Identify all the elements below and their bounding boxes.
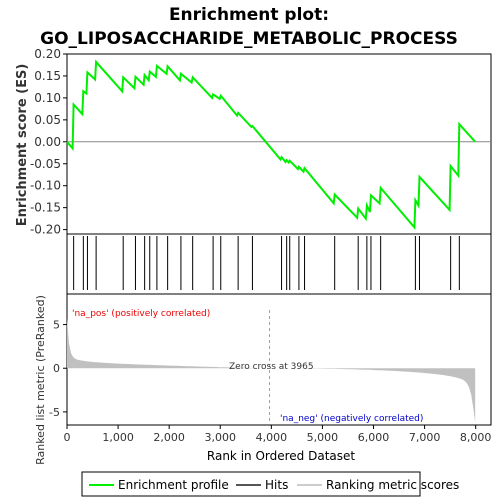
es-ytick-label: -0.15 — [30, 201, 61, 215]
metric-ytick-label: 5 — [53, 319, 60, 332]
metric-ytick-label: 0 — [53, 362, 60, 375]
title-line1: Enrichment plot: — [169, 5, 329, 25]
zero-cross-label: Zero cross at 3965 — [229, 362, 314, 372]
legend-profile: Enrichment profile — [118, 478, 229, 492]
enrichment-profile-line — [66, 59, 476, 231]
xtick-label: 4,000 — [256, 431, 288, 444]
es-ytick-label: 0.05 — [34, 113, 61, 127]
xtick-label: 1,000 — [102, 431, 134, 444]
xtick-label: 5,000 — [307, 431, 339, 444]
xtick-label: 2,000 — [153, 431, 185, 444]
legend-hits: Hits — [265, 478, 288, 492]
ranking-metric-area — [67, 318, 476, 423]
es-ytick-label: -0.20 — [30, 223, 61, 237]
pos-label: 'na_pos' (positively correlated) — [72, 309, 210, 319]
metric-panel-frame — [66, 293, 492, 426]
neg-label: 'na_neg' (negatively correlated) — [280, 414, 423, 424]
es-ytick-label: 0.15 — [34, 69, 61, 83]
es-ytick-label: -0.05 — [30, 157, 61, 171]
title-line2: GO_LIPOSACCHARIDE_METABOLIC_PROCESS — [40, 29, 458, 49]
hits-marks — [73, 236, 460, 290]
xtick-label: 0 — [64, 431, 71, 444]
hits-panel-frame — [66, 233, 492, 295]
es-y-axis-label: Enrichment score (ES) — [15, 64, 30, 227]
xtick-label: 7,000 — [409, 431, 441, 444]
metric-y-ticks: 5 0 -5 — [49, 319, 67, 419]
es-ytick-label: 0.00 — [34, 135, 61, 149]
es-y-ticks: 0.20 0.15 0.10 0.05 0.00 -0.05 -0.10 -0.15 -0.20 — [30, 47, 67, 237]
es-panel-frame — [66, 53, 492, 235]
es-ytick-label: 0.20 — [34, 47, 61, 61]
es-ytick-label: -0.10 — [30, 179, 61, 193]
legend-metric: Ranking metric scores — [326, 478, 459, 492]
xtick-label: 8,000 — [460, 431, 492, 444]
metric-ytick-label: -5 — [49, 406, 60, 419]
xtick-label: 6,000 — [358, 431, 390, 444]
es-ytick-label: 0.10 — [34, 91, 61, 105]
xtick-label: 3,000 — [205, 431, 237, 444]
metric-y-axis-label: Ranked list metric (PreRanked) — [34, 295, 47, 465]
x-axis-label: Rank in Ordered Dataset — [207, 449, 355, 463]
x-axis-ticks: 0 1,000 2,000 3,000 4,000 5,000 6,000 7,000 8,00… — [64, 425, 492, 444]
